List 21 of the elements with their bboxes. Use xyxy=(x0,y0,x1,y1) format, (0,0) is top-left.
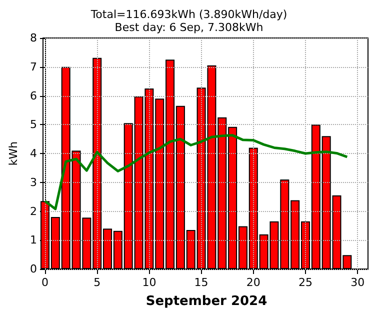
y-tick-label: 1 xyxy=(30,234,37,247)
x-tick-label: 15 xyxy=(194,276,208,289)
y-tick-label: 4 xyxy=(30,147,37,160)
chart-subtitle: Best day: 6 Sep, 7.308kWh xyxy=(114,21,264,34)
x-tick-label: 20 xyxy=(246,276,260,289)
line-series xyxy=(44,134,348,210)
x-tick-label: 5 xyxy=(94,276,101,289)
y-tick-label: 8 xyxy=(30,32,37,44)
y-tick-label: 5 xyxy=(30,118,37,132)
y-tick-label: 7 xyxy=(30,60,37,74)
x-tick-label: 25 xyxy=(298,276,312,289)
y-tick-label: 2 xyxy=(30,204,37,218)
chart-title: Total=116.693kWh (3.890kWh/day) xyxy=(90,8,288,21)
y-tick-label: 3 xyxy=(30,176,37,189)
x-tick-label: 0 xyxy=(42,276,48,289)
y-tick-label: 0 xyxy=(30,262,37,276)
x-tick-label: 30 xyxy=(350,276,365,289)
y-axis-title: kWh xyxy=(7,141,20,166)
x-axis-title: September 2024 xyxy=(146,294,268,309)
x-tick-label: 10 xyxy=(142,276,156,289)
y-tick-label: 6 xyxy=(30,89,37,102)
